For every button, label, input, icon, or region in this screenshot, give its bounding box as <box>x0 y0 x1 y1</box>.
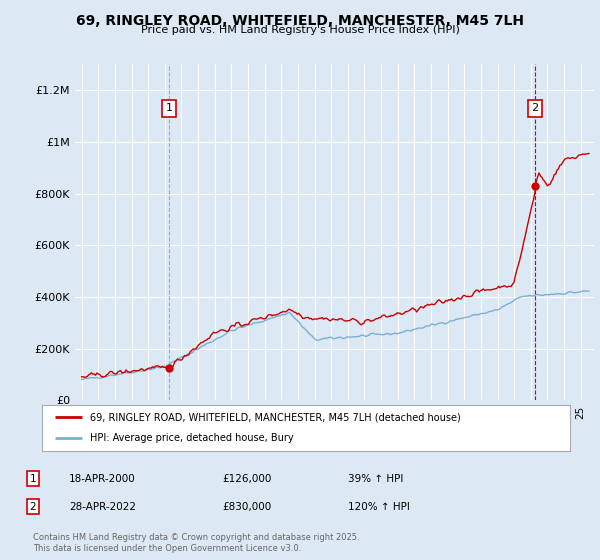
Text: 2: 2 <box>532 104 539 113</box>
Text: 120% ↑ HPI: 120% ↑ HPI <box>348 502 410 512</box>
Text: £830,000: £830,000 <box>222 502 271 512</box>
Text: 69, RINGLEY ROAD, WHITEFIELD, MANCHESTER, M45 7LH: 69, RINGLEY ROAD, WHITEFIELD, MANCHESTER… <box>76 14 524 28</box>
Text: HPI: Average price, detached house, Bury: HPI: Average price, detached house, Bury <box>89 433 293 444</box>
Text: 28-APR-2022: 28-APR-2022 <box>69 502 136 512</box>
Text: 69, RINGLEY ROAD, WHITEFIELD, MANCHESTER, M45 7LH (detached house): 69, RINGLEY ROAD, WHITEFIELD, MANCHESTER… <box>89 412 460 422</box>
Text: 39% ↑ HPI: 39% ↑ HPI <box>348 474 403 484</box>
Text: 18-APR-2000: 18-APR-2000 <box>69 474 136 484</box>
Text: 1: 1 <box>166 104 172 113</box>
Text: Contains HM Land Registry data © Crown copyright and database right 2025.
This d: Contains HM Land Registry data © Crown c… <box>33 533 359 553</box>
Text: 2: 2 <box>29 502 37 512</box>
Text: £126,000: £126,000 <box>222 474 271 484</box>
Text: Price paid vs. HM Land Registry's House Price Index (HPI): Price paid vs. HM Land Registry's House … <box>140 25 460 35</box>
Text: 1: 1 <box>29 474 37 484</box>
